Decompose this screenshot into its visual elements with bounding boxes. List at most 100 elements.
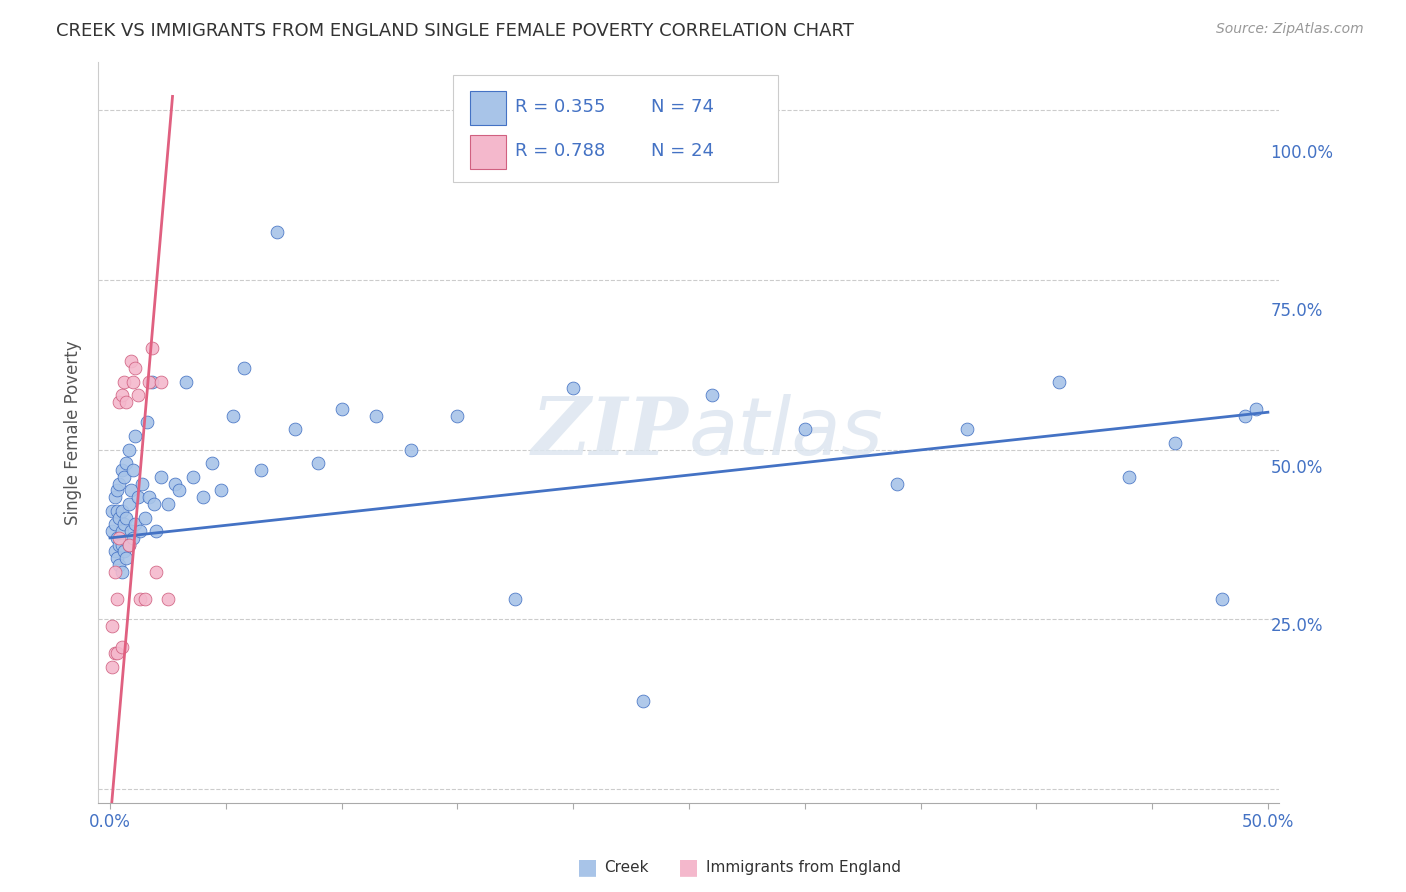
Point bbox=[193, 509, 215, 524]
Point bbox=[278, 497, 301, 511]
Point bbox=[288, 427, 311, 442]
Text: atlas: atlas bbox=[721, 411, 915, 490]
Point bbox=[229, 598, 252, 612]
Point bbox=[453, 459, 475, 474]
Point bbox=[1159, 453, 1181, 467]
Point bbox=[603, 402, 626, 417]
Point bbox=[901, 491, 924, 505]
Point bbox=[181, 541, 204, 555]
Point bbox=[188, 484, 211, 499]
Point bbox=[184, 415, 207, 429]
Point bbox=[966, 440, 988, 454]
Point bbox=[215, 509, 238, 524]
Text: Source: ZipAtlas.com: Source: ZipAtlas.com bbox=[1216, 22, 1364, 37]
Point bbox=[177, 661, 200, 675]
Point bbox=[1233, 421, 1256, 435]
Point bbox=[1201, 598, 1223, 612]
Point bbox=[177, 534, 200, 549]
Point bbox=[194, 534, 217, 549]
Point bbox=[190, 522, 212, 536]
Point bbox=[184, 491, 207, 505]
Point bbox=[184, 548, 207, 562]
Point bbox=[177, 623, 200, 637]
Point bbox=[211, 396, 233, 410]
Point bbox=[190, 472, 212, 486]
Point bbox=[209, 434, 232, 448]
Point bbox=[198, 447, 221, 461]
Text: Immigrants from England: Immigrants from England bbox=[706, 860, 901, 874]
Point bbox=[194, 497, 217, 511]
Point bbox=[181, 516, 204, 530]
Point bbox=[214, 365, 236, 379]
Point bbox=[184, 541, 207, 555]
Point bbox=[180, 648, 202, 663]
Point bbox=[218, 573, 240, 587]
Text: R = 0.788: R = 0.788 bbox=[561, 180, 651, 198]
Point bbox=[202, 534, 225, 549]
Point bbox=[186, 409, 208, 423]
Point bbox=[239, 497, 262, 511]
Point bbox=[329, 258, 352, 272]
Point bbox=[186, 548, 208, 562]
Point bbox=[420, 427, 443, 442]
Text: CREEK VS IMMIGRANTS FROM ENGLAND SINGLE FEMALE POVERTY CORRELATION CHART: CREEK VS IMMIGRANTS FROM ENGLAND SINGLE … bbox=[56, 22, 853, 40]
Point bbox=[188, 396, 211, 410]
Point bbox=[180, 573, 202, 587]
Point bbox=[198, 384, 221, 398]
Text: ZIP: ZIP bbox=[564, 412, 721, 489]
Text: Creek: Creek bbox=[605, 860, 650, 874]
Point bbox=[190, 560, 212, 574]
Point bbox=[202, 598, 225, 612]
Point bbox=[186, 573, 208, 587]
Point bbox=[193, 548, 215, 562]
Point bbox=[188, 554, 211, 568]
Y-axis label: Single Female Poverty: Single Female Poverty bbox=[65, 359, 83, 542]
Point bbox=[186, 642, 208, 657]
Point bbox=[815, 440, 838, 454]
Point bbox=[181, 598, 204, 612]
Point bbox=[666, 692, 689, 706]
Point bbox=[193, 548, 215, 562]
Point bbox=[193, 459, 215, 474]
Point bbox=[180, 528, 202, 542]
Point bbox=[180, 554, 202, 568]
Point bbox=[205, 491, 228, 505]
Point bbox=[269, 472, 291, 486]
Point bbox=[181, 497, 204, 511]
Point bbox=[201, 409, 224, 423]
Point bbox=[207, 598, 229, 612]
Point bbox=[252, 484, 274, 499]
Point bbox=[550, 598, 572, 612]
Text: ■: ■ bbox=[578, 857, 598, 877]
Point bbox=[190, 415, 212, 429]
Point bbox=[346, 440, 368, 454]
Text: R = 0.355: R = 0.355 bbox=[561, 139, 651, 157]
Point bbox=[180, 503, 202, 517]
Point bbox=[496, 427, 519, 442]
Point bbox=[389, 421, 412, 435]
Point bbox=[177, 516, 200, 530]
Point bbox=[197, 478, 219, 492]
Point bbox=[197, 541, 219, 555]
Point bbox=[229, 509, 252, 524]
Point bbox=[207, 522, 229, 536]
Point bbox=[314, 478, 336, 492]
Point bbox=[194, 377, 217, 392]
Point bbox=[186, 534, 208, 549]
Point bbox=[184, 522, 207, 536]
Bar bbox=[519, 174, 551, 206]
Point bbox=[181, 648, 204, 663]
Point bbox=[246, 396, 269, 410]
Point bbox=[186, 516, 208, 530]
Point bbox=[214, 396, 236, 410]
Bar bbox=[519, 133, 551, 165]
Point bbox=[1052, 396, 1074, 410]
Point bbox=[201, 503, 224, 517]
Point bbox=[222, 484, 245, 499]
FancyBboxPatch shape bbox=[503, 119, 803, 219]
Point bbox=[367, 472, 389, 486]
Point bbox=[235, 491, 257, 505]
Point bbox=[222, 396, 245, 410]
Point bbox=[186, 478, 208, 492]
Point bbox=[211, 503, 233, 517]
